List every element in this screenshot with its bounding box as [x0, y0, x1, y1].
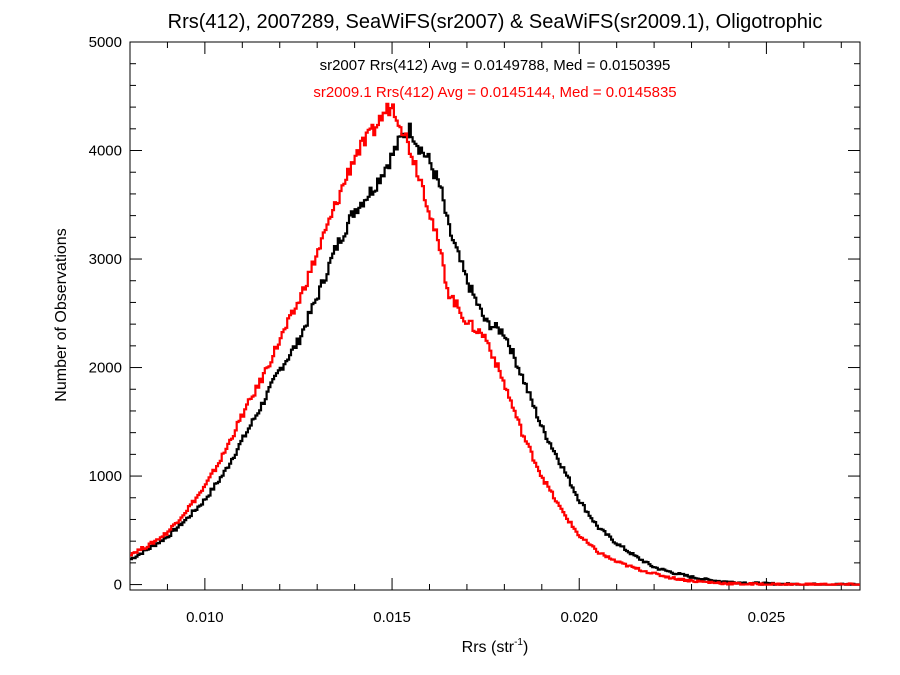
- y-tick-label: 2000: [89, 360, 122, 377]
- x-axis-label-main: Rrs (str: [462, 639, 515, 656]
- series-layer: [130, 102, 860, 586]
- y-tick-label: 3000: [89, 251, 122, 268]
- plot-frame: [129, 41, 861, 591]
- annotation-sr2009: sr2009.1 Rrs(412) Avg = 0.0145144, Med =…: [313, 84, 676, 101]
- x-tick-label: 0.015: [373, 609, 411, 626]
- plot-area: [129, 41, 861, 591]
- y-tick-label: 5000: [89, 34, 122, 51]
- annotation-sr2007: sr2007 Rrs(412) Avg = 0.0149788, Med = 0…: [320, 57, 671, 74]
- x-tick-label: 0.020: [560, 609, 598, 626]
- histogram-series-1: [130, 102, 860, 586]
- y-tick-label: 4000: [89, 143, 122, 160]
- histogram-series-0: [130, 122, 860, 586]
- y-tick-label: 0: [114, 577, 122, 594]
- y-axis-label: Number of Observations: [53, 228, 70, 401]
- x-axis-label-sup: -1: [514, 637, 523, 648]
- x-tick-label: 0.010: [186, 609, 224, 626]
- axis-ticks: 0.010 0.015 0.020 0.025 0 1000 2000 3000 4000 500…: [89, 34, 860, 626]
- x-tick-label: 0.025: [748, 609, 786, 626]
- x-axis-label-end: ): [523, 639, 528, 656]
- x-axis-label: Rrs (str-1): [462, 637, 529, 656]
- y-tick-label: 1000: [89, 468, 122, 485]
- chart-title: Rrs(412), 2007289, SeaWiFS(sr2007) & Sea…: [168, 11, 823, 33]
